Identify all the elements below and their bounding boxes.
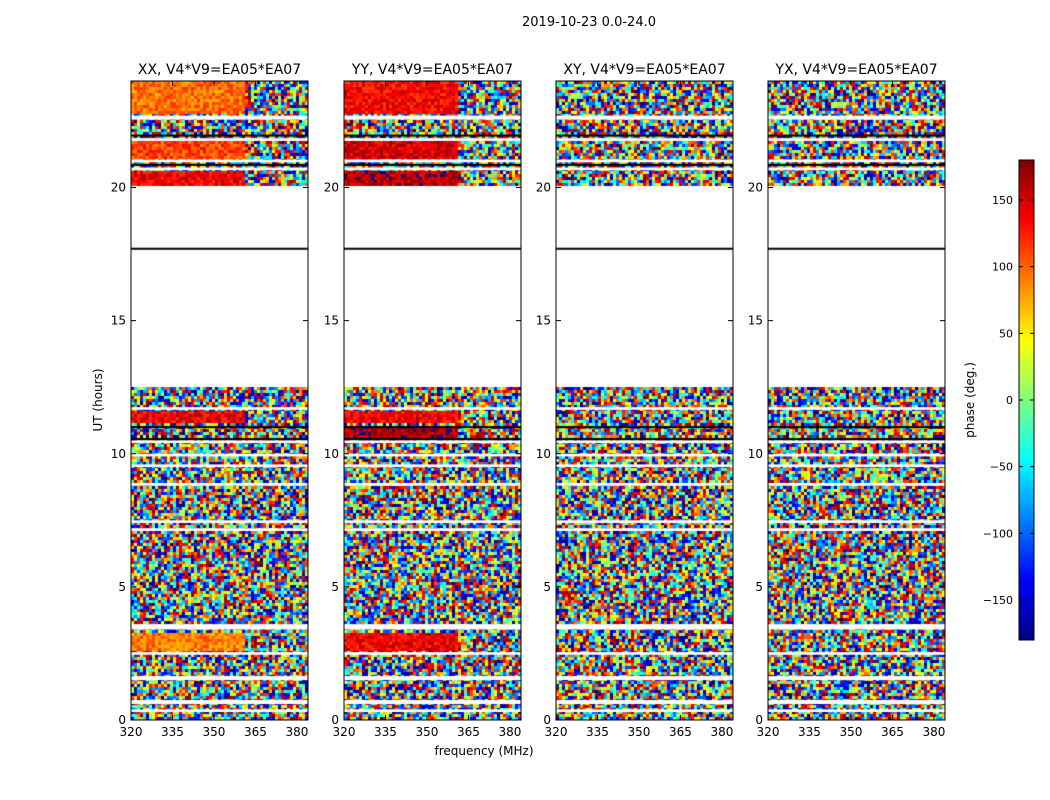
- y-tick-label: 0: [543, 713, 551, 727]
- y-tick-label: 20: [748, 181, 763, 195]
- y-tick-label: 10: [324, 447, 339, 461]
- x-tick-label: 350: [203, 725, 226, 739]
- colorbar-gradient: [1019, 160, 1034, 640]
- colorbar-tick-label: −150: [983, 594, 1013, 607]
- x-tick-label: 335: [798, 725, 821, 739]
- panel-2: YY, V4*V9=EA05*EA07 320 335 350 365 380 0 5 10 15…: [324, 62, 522, 739]
- x-tick-label: 320: [545, 725, 568, 739]
- x-tick-label: 335: [374, 725, 397, 739]
- x-tick-label: 320: [757, 725, 780, 739]
- panel-title: XX, V4*V9=EA05*EA07: [138, 62, 301, 78]
- panel-4: YX, V4*V9=EA05*EA07 320 335 350 365 380 0 5 10 15…: [748, 62, 946, 739]
- y-tick-label: 5: [755, 580, 763, 594]
- figure-suptitle: 2019-10-23 0.0-24.0: [522, 15, 656, 30]
- heatmap-image-2: [344, 81, 521, 720]
- panel-title: YX, V4*V9=EA05*EA07: [774, 62, 937, 78]
- heatmap-image-4: [768, 81, 945, 720]
- colorbar-tick-label: 0: [1006, 394, 1013, 407]
- y-tick-label: 0: [755, 713, 763, 727]
- y-tick-label: 15: [536, 314, 551, 328]
- y-tick-label: 0: [118, 713, 126, 727]
- panel-title: XY, V4*V9=EA05*EA07: [563, 62, 725, 78]
- y-tick-label: 15: [324, 314, 339, 328]
- x-tick-label: 365: [881, 725, 904, 739]
- x-tick-label: 320: [333, 725, 356, 739]
- x-tick-label: 380: [922, 725, 945, 739]
- x-tick-label: 365: [457, 725, 480, 739]
- y-axis-label: UT (hours): [91, 368, 105, 431]
- y-tick-label: 5: [331, 580, 339, 594]
- x-tick-label: 335: [586, 725, 609, 739]
- colorbar-tick-label: −50: [990, 461, 1013, 474]
- colorbar-tick-label: 50: [999, 327, 1013, 340]
- panel-title: YY, V4*V9=EA05*EA07: [351, 62, 513, 78]
- y-tick-label: 5: [543, 580, 551, 594]
- panel-3: XY, V4*V9=EA05*EA07 320 335 350 365 380 0 5 10 15…: [536, 62, 734, 739]
- x-tick-label: 380: [710, 725, 733, 739]
- y-tick-label: 20: [536, 181, 551, 195]
- colorbar: 150 100 50 0 −50 −100 −150 phase (deg.): [963, 159, 1035, 641]
- colorbar-label: phase (deg.): [963, 362, 977, 438]
- heatmap-image-1: [131, 81, 308, 720]
- x-tick-label: 350: [840, 725, 863, 739]
- y-tick-label: 15: [111, 314, 126, 328]
- axes-frame: [767, 80, 946, 721]
- y-tick-label: 20: [324, 181, 339, 195]
- y-tick-label: 20: [111, 181, 126, 195]
- y-tick-label: 0: [331, 713, 339, 727]
- x-tick-label: 365: [244, 725, 267, 739]
- colorbar-tick-label: 150: [992, 194, 1013, 207]
- y-tick-label: 10: [748, 447, 763, 461]
- x-tick-label: 365: [669, 725, 692, 739]
- x-tick-label: 320: [120, 725, 143, 739]
- x-tick-label: 350: [628, 725, 651, 739]
- axes-frame: [343, 80, 522, 721]
- y-tick-label: 10: [536, 447, 551, 461]
- colorbar-tick-label: 100: [992, 261, 1013, 274]
- heatmap-image-3: [556, 81, 733, 720]
- y-tick-label: 15: [748, 314, 763, 328]
- panel-1: XX, V4*V9=EA05*EA07 320 335 350 365 380 0 5 10 15…: [111, 62, 309, 739]
- panels: XX, V4*V9=EA05*EA07 320 335 350 365 380 0 5 10 15…: [111, 62, 946, 739]
- y-tick-label: 10: [111, 447, 126, 461]
- colorbar-tick-label: −100: [983, 527, 1013, 540]
- axes-frame: [130, 80, 309, 721]
- x-axis-label: frequency (MHz): [434, 744, 533, 758]
- x-tick-label: 380: [285, 725, 308, 739]
- y-tick-label: 5: [118, 580, 126, 594]
- x-tick-label: 335: [161, 725, 184, 739]
- x-tick-label: 380: [498, 725, 521, 739]
- axes-frame: [555, 80, 734, 721]
- x-tick-label: 350: [416, 725, 439, 739]
